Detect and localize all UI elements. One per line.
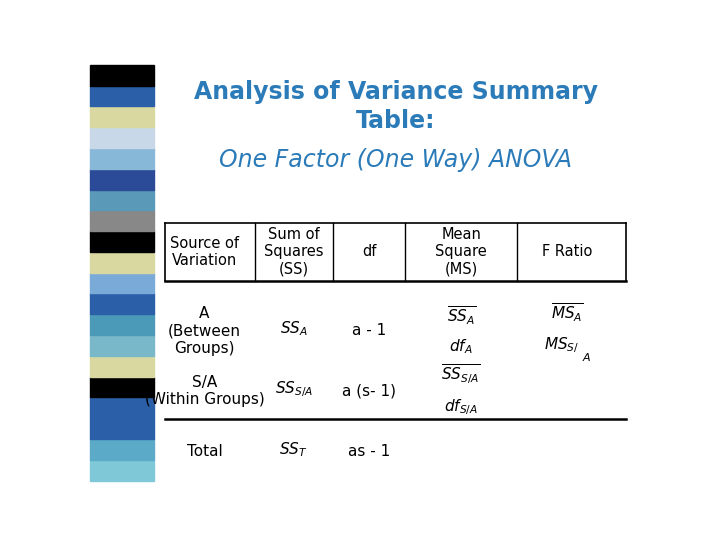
Text: $SS_T$: $SS_T$	[279, 440, 308, 459]
Bar	[90, 335, 154, 356]
Bar	[90, 231, 154, 252]
Text: $df_{S/A}$: $df_{S/A}$	[444, 397, 478, 417]
Bar	[90, 273, 154, 294]
Bar	[90, 148, 154, 168]
Text: One Factor (One Way) ANOVA: One Factor (One Way) ANOVA	[220, 148, 572, 172]
Bar	[90, 190, 154, 210]
Bar	[90, 65, 154, 85]
Bar	[90, 127, 154, 148]
Text: a (s- 1): a (s- 1)	[342, 384, 396, 399]
Text: Total: Total	[186, 444, 222, 459]
Text: Mean
Square
(MS): Mean Square (MS)	[435, 227, 487, 277]
Bar	[90, 314, 154, 335]
Bar	[90, 418, 154, 439]
Bar	[90, 293, 154, 314]
Text: Analysis of Variance Summary
Table:: Analysis of Variance Summary Table:	[194, 79, 598, 133]
Bar	[90, 356, 154, 377]
Text: $\overline{SS_A}$: $\overline{SS_A}$	[446, 303, 476, 327]
Bar	[90, 252, 154, 273]
Text: A
(Between
Groups): A (Between Groups)	[168, 306, 241, 356]
Bar	[90, 106, 154, 127]
Text: $SS_A$: $SS_A$	[280, 320, 307, 338]
Text: F Ratio: F Ratio	[542, 245, 593, 259]
Bar	[90, 397, 154, 418]
Text: Source of
Variation: Source of Variation	[170, 235, 239, 268]
Text: $\overline{MS_A}$: $\overline{MS_A}$	[551, 302, 583, 325]
Text: $MS_{S/}$: $MS_{S/}$	[544, 335, 579, 355]
Text: df: df	[362, 245, 376, 259]
Bar	[90, 439, 154, 460]
Text: a - 1: a - 1	[352, 323, 386, 339]
Text: $df_A$: $df_A$	[449, 338, 473, 356]
Text: S/A
(Within Groups): S/A (Within Groups)	[145, 375, 264, 407]
Bar	[90, 210, 154, 231]
Bar	[90, 377, 154, 397]
Bar	[90, 460, 154, 481]
Bar	[90, 85, 154, 106]
Text: $\overline{SS_{S/A}}$: $\overline{SS_{S/A}}$	[441, 363, 481, 388]
Text: as - 1: as - 1	[348, 444, 390, 459]
Text: Sum of
Squares
(SS): Sum of Squares (SS)	[264, 227, 323, 277]
Bar	[90, 168, 154, 190]
Text: $A$: $A$	[582, 351, 591, 363]
Text: $SS_{S/A}$: $SS_{S/A}$	[274, 379, 312, 399]
